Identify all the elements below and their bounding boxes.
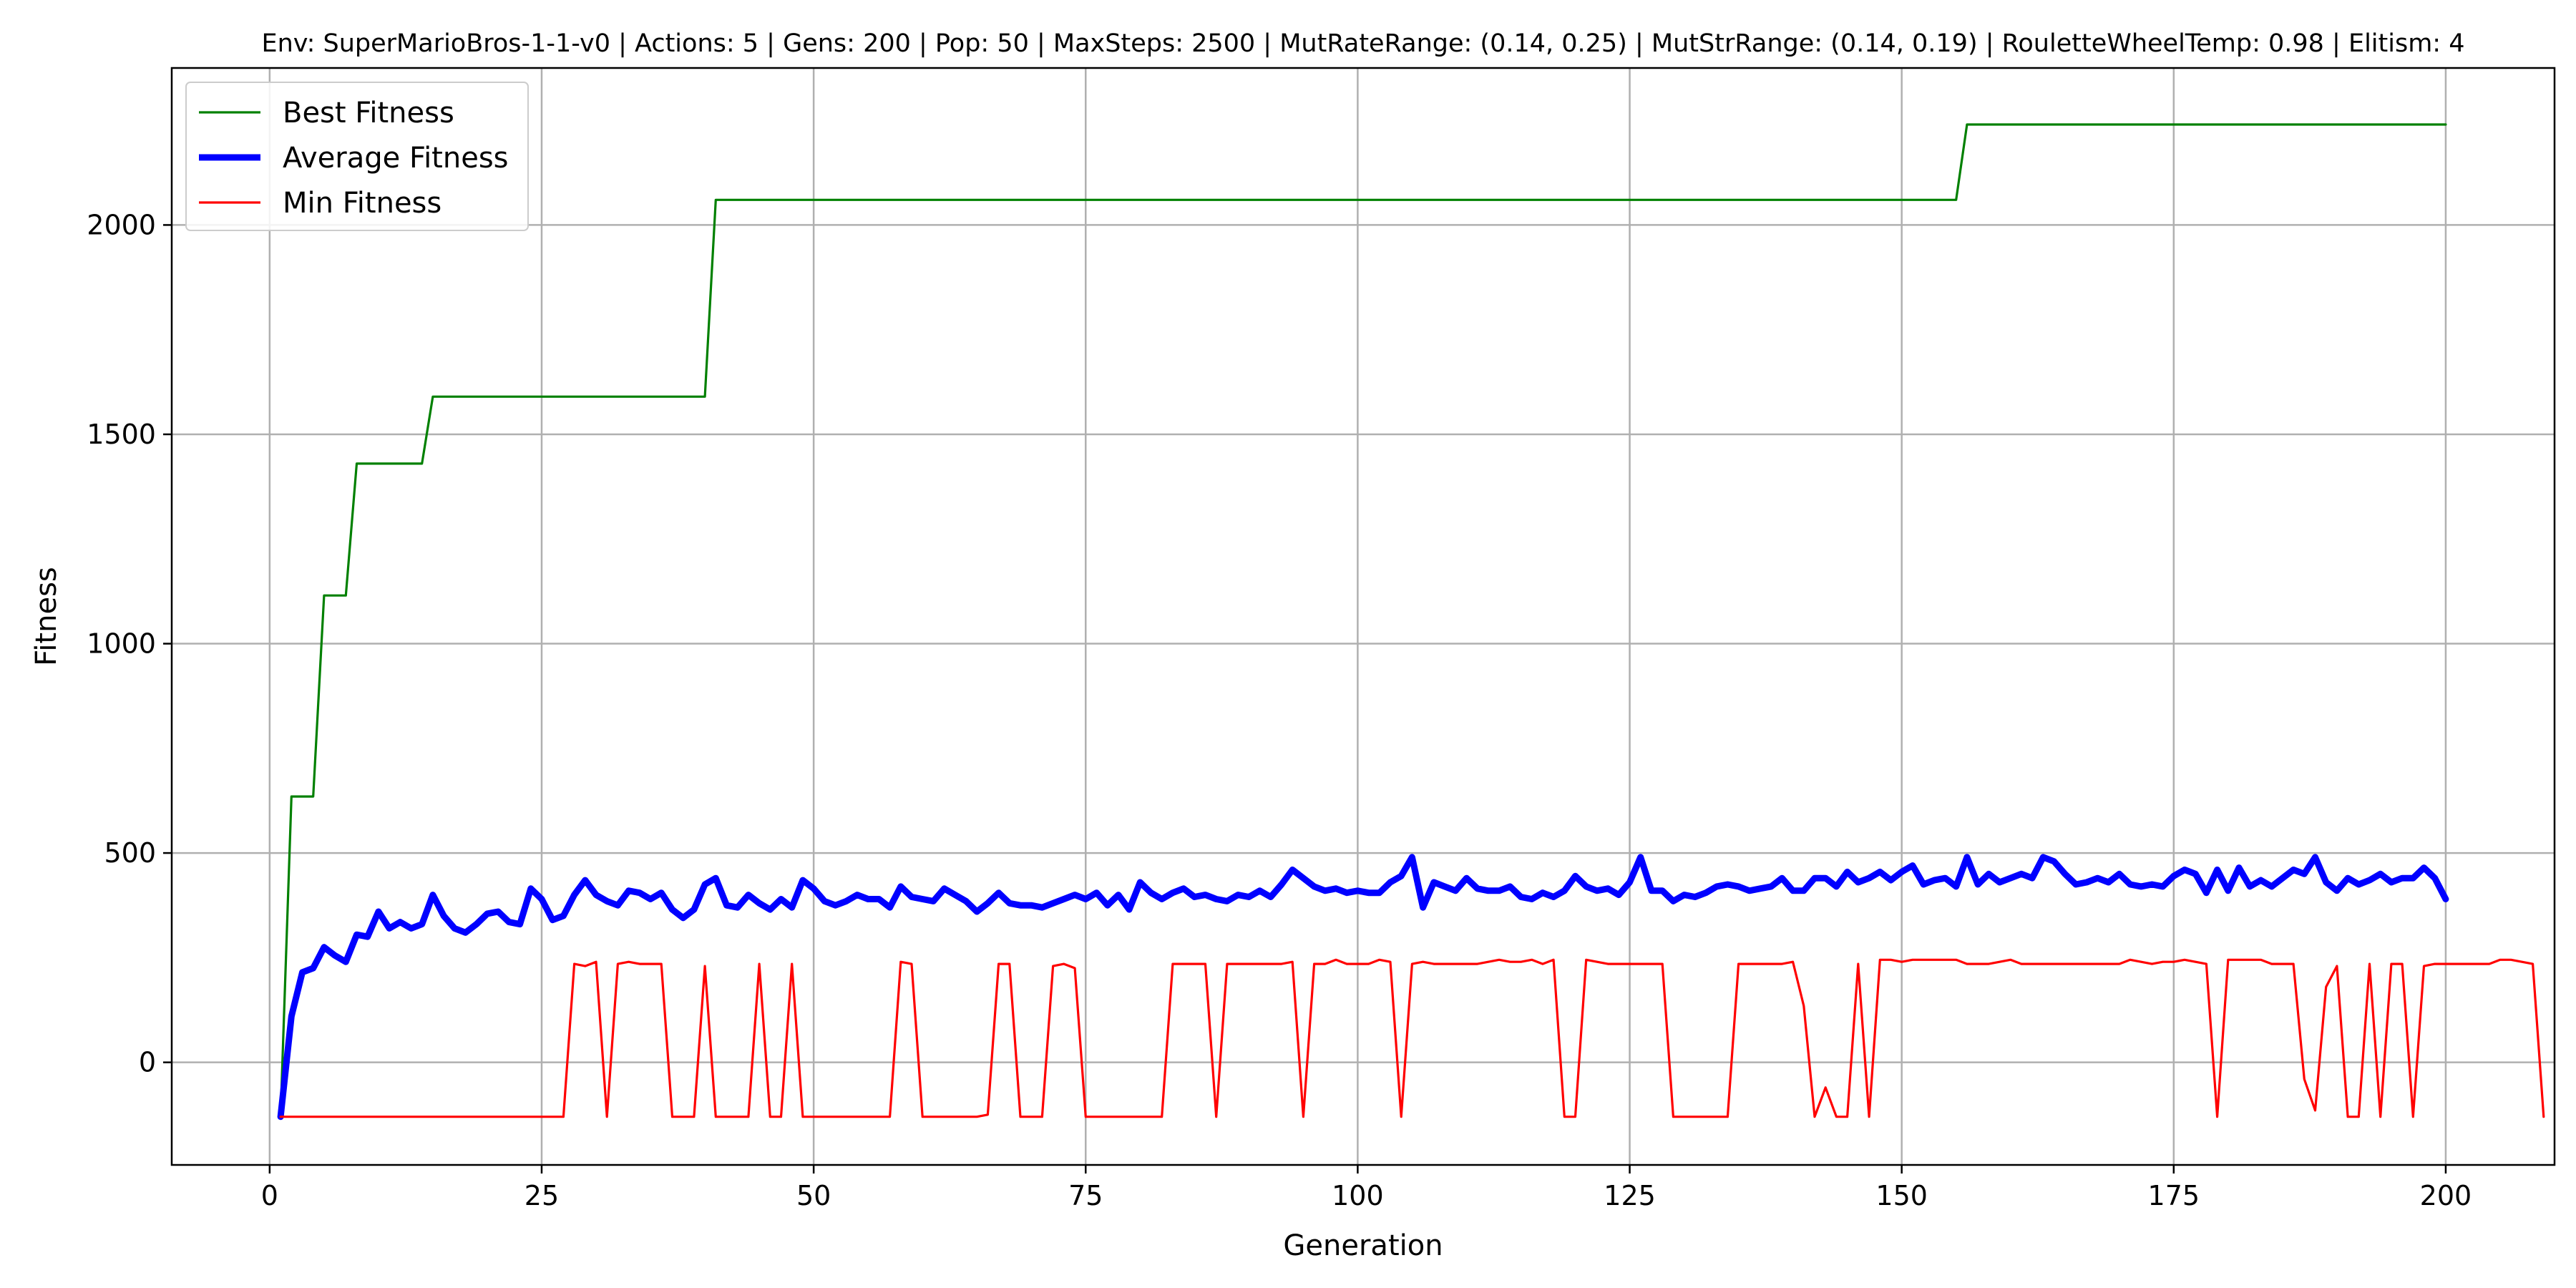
average-fitness-line [277,854,2449,1121]
grid-lines [172,68,2555,1165]
x-tick-label: 125 [1604,1180,1656,1211]
x-tick-label: 50 [796,1180,831,1211]
legend-label-average: Average Fitness [283,142,509,175]
legend-box [185,82,529,231]
best-fitness-line [279,123,2447,1118]
legend-label-min: Min Fitness [283,187,441,220]
y-tick-label: 1500 [87,419,156,450]
x-tick-label: 150 [1875,1180,1928,1211]
x-tick-label: 175 [2148,1180,2200,1211]
x-tick-label: 100 [1332,1180,1384,1211]
legend: Best Fitness Average Fitness Min Fitness [185,82,529,231]
legend-label-best: Best Fitness [283,97,454,130]
min-fitness-line [279,958,2545,1118]
chart-title: Env: SuperMarioBros-1-1-v0 | Actions: 5 … [262,29,2465,58]
y-tick-label: 1000 [87,628,156,660]
y-axis-title: Fitness [30,567,63,666]
x-tick-label: 0 [261,1180,278,1211]
x-tick-label: 75 [1068,1180,1103,1211]
x-tick-label: 200 [2420,1180,2472,1211]
x-tick-label: 25 [525,1180,559,1211]
series-lines [277,123,2545,1121]
y-tick-label: 2000 [87,209,156,240]
x-axis-title: Generation [1283,1229,1443,1262]
y-tick-label: 0 [139,1047,156,1078]
plot-frame [170,67,2556,1166]
y-tick-label: 500 [104,837,156,869]
